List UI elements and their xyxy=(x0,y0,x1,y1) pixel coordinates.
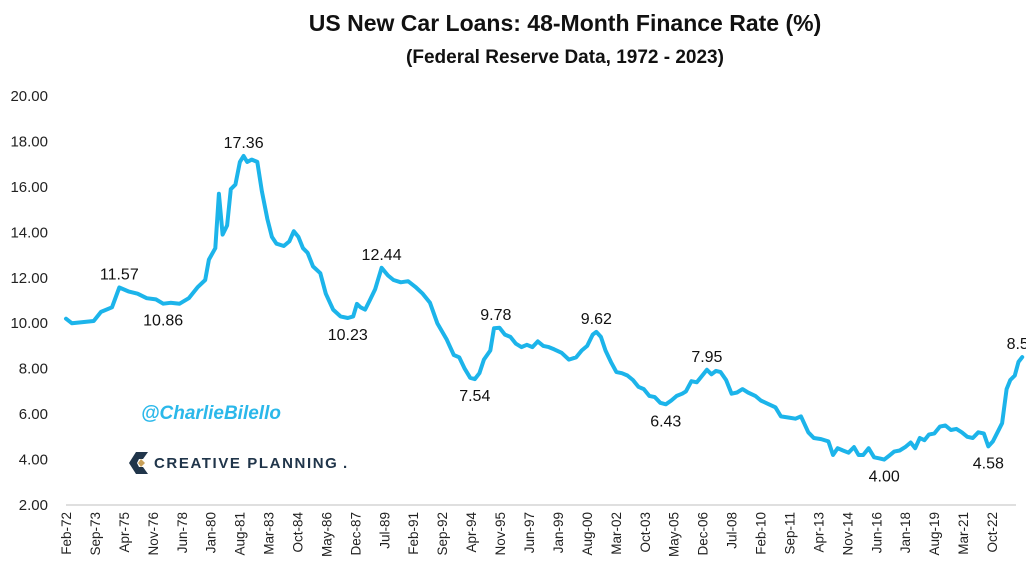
y-tick-label: 18.00 xyxy=(10,133,48,150)
data-label: 12.44 xyxy=(362,247,402,264)
chart-subtitle: (Federal Reserve Data, 1972 - 2023) xyxy=(406,47,724,68)
x-tick-label: Jun-16 xyxy=(869,512,884,553)
x-tick-label: Aug-19 xyxy=(927,512,942,556)
x-tick-label: Sep-92 xyxy=(435,512,450,556)
x-tick-label: Apr-75 xyxy=(117,512,132,553)
brand-trademark-dot: . xyxy=(343,455,349,472)
x-tick-label: Oct-22 xyxy=(985,512,1000,553)
x-tick-label: Feb-91 xyxy=(406,512,421,555)
data-label: 9.78 xyxy=(480,307,511,324)
series-layer xyxy=(64,154,1025,462)
x-tick-label: Jan-99 xyxy=(551,512,566,553)
y-tick-label: 20.00 xyxy=(10,88,48,105)
author-handle: @CharlieBilello xyxy=(141,403,281,424)
data-label: 10.23 xyxy=(328,327,368,344)
x-tick-label: Mar-02 xyxy=(609,512,624,555)
data-label: 4.58 xyxy=(973,455,1004,472)
x-tick-label: Sep-11 xyxy=(782,512,797,555)
data-label: 17.36 xyxy=(224,135,264,152)
x-tick-label: Nov-95 xyxy=(493,512,508,556)
y-tick-label: 4.00 xyxy=(19,452,48,469)
x-tick-label: Nov-14 xyxy=(840,512,855,556)
x-tick-label: Jan-18 xyxy=(898,512,913,553)
y-tick-label: 12.00 xyxy=(10,270,48,287)
y-axis: 2.00 4.00 6.00 8.00 10.00 12.00 14.00 16.00 18.0… xyxy=(10,88,48,514)
x-tick-label: Mar-83 xyxy=(262,512,277,555)
y-tick-label: 16.00 xyxy=(10,179,48,196)
data-label: 7.54 xyxy=(459,388,490,405)
y-tick-label: 2.00 xyxy=(19,497,48,514)
x-tick-label: Mar-21 xyxy=(956,512,971,555)
x-tick-label: Jul-89 xyxy=(377,512,392,549)
y-tick-label: 8.00 xyxy=(19,361,48,378)
data-label: 9.62 xyxy=(581,311,612,328)
y-tick-label: 14.00 xyxy=(10,224,48,241)
x-tick-label: Feb-72 xyxy=(59,512,74,555)
x-tick-label: Jul-08 xyxy=(725,512,740,549)
brand-name: CREATIVE PLANNING xyxy=(154,455,338,472)
data-label: 11.57 xyxy=(100,267,139,284)
y-tick-label: 10.00 xyxy=(10,315,48,332)
x-tick-label: May-86 xyxy=(319,512,334,557)
series-line xyxy=(64,154,1025,462)
brand-logo: CREATIVE PLANNING . xyxy=(129,452,349,474)
x-tick-label: Apr-94 xyxy=(464,512,479,553)
y-tick-label: 6.00 xyxy=(19,406,48,423)
x-tick-label: Apr-13 xyxy=(811,512,826,553)
x-tick-label: Jun-97 xyxy=(522,512,537,553)
x-tick-label: Oct-03 xyxy=(638,512,653,553)
chart-title: US New Car Loans: 48-Month Finance Rate … xyxy=(309,10,821,36)
data-label: 6.43 xyxy=(650,413,681,430)
x-axis: Feb-72 Sep-73 Apr-75 Nov-76 Jun-78 Jan-80 Aug-… xyxy=(59,504,1016,557)
x-tick-label: Sep-73 xyxy=(88,512,103,556)
x-tick-label: Feb-10 xyxy=(753,512,768,555)
x-tick-label: Nov-76 xyxy=(146,512,161,556)
x-tick-label: Aug-81 xyxy=(233,512,248,556)
x-tick-label: May-05 xyxy=(667,512,682,557)
x-tick-label: Oct-84 xyxy=(291,512,306,553)
x-tick-label: Aug-00 xyxy=(580,512,595,556)
x-tick-label: Dec-06 xyxy=(696,512,711,556)
data-label: 4.00 xyxy=(869,469,900,486)
data-label: 7.95 xyxy=(691,349,722,366)
x-tick-label: Jan-80 xyxy=(204,512,219,553)
data-labels: 11.57 10.86 17.36 10.23 12.44 7.54 9.78 9.62 6.4… xyxy=(100,135,1026,486)
data-label: 8.51 xyxy=(1007,336,1026,353)
data-label: 10.86 xyxy=(143,313,183,330)
creative-planning-logo-icon xyxy=(129,452,148,474)
x-tick-label: Jun-78 xyxy=(175,512,190,553)
x-tick-label: Dec-87 xyxy=(348,512,363,556)
